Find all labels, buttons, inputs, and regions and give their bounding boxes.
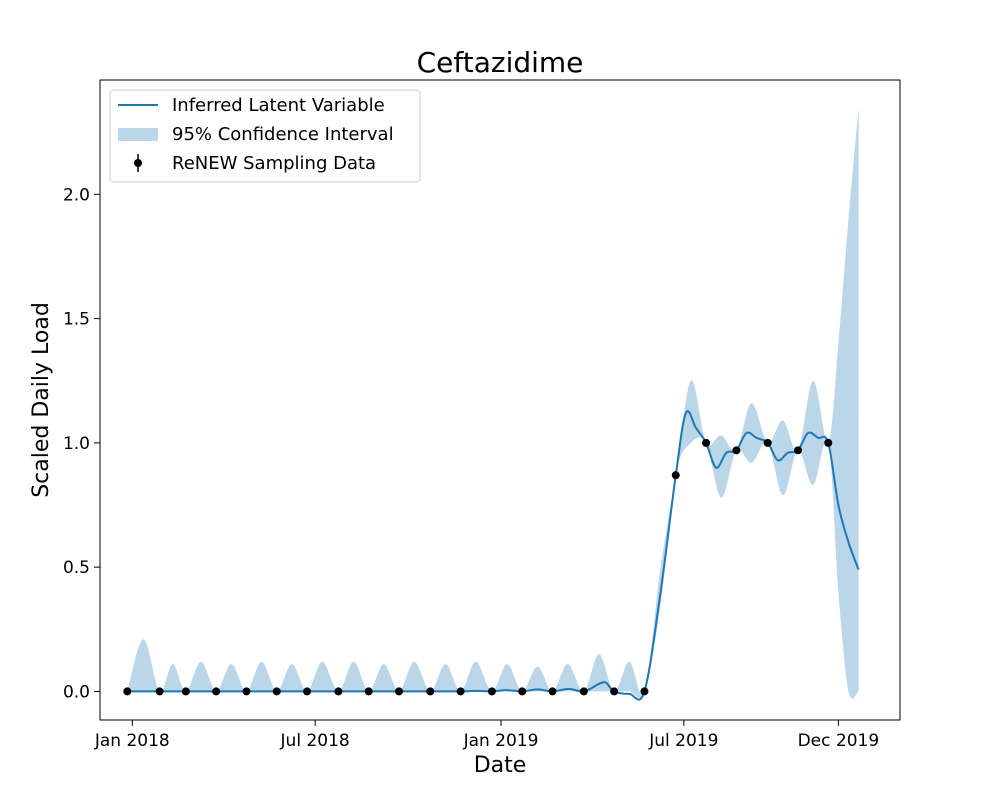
sampling-data-point: [426, 687, 435, 696]
y-axis: 0.0 0.5 1.0 1.5 2.0: [63, 185, 100, 702]
sampling-data-point: [155, 687, 164, 696]
y-tick-label: 1.0: [63, 434, 90, 454]
legend-box: [109, 89, 421, 183]
y-tick-label: 0.5: [63, 558, 90, 578]
legend-point-swatch: [134, 159, 142, 167]
sampling-data-point: [518, 687, 527, 696]
chart-title: Ceftazidime: [417, 46, 584, 79]
legend-entry-label: Inferred Latent Variable: [172, 95, 385, 116]
sampling-data-point: [394, 687, 403, 696]
x-axis-label: Date: [474, 753, 527, 778]
y-tick-label: 2.0: [63, 185, 90, 205]
plot-frame: [99, 79, 901, 721]
legend-entry-label: 95% Confidence Interval: [172, 124, 394, 145]
sampling-data-point: [242, 687, 251, 696]
sampling-data-point: [610, 687, 619, 696]
sampling-data-point: [702, 438, 711, 447]
sampling-data-point: [334, 687, 343, 696]
sampling-points-layer: [123, 438, 833, 696]
y-tick-label: 1.5: [63, 310, 90, 330]
y-tick-label: 0.0: [63, 682, 90, 702]
sampling-data-point: [364, 687, 373, 696]
x-axis: Jan 2018 Jul 2018 Jan 2019 Jul 2019 Dec 2019: [94, 720, 879, 751]
x-tick-label: Jan 2018: [94, 731, 170, 751]
sampling-data-point: [671, 471, 680, 480]
legend: Inferred Latent Variable 95% Confidence I…: [109, 89, 421, 183]
sampling-data-point: [212, 687, 221, 696]
sampling-data-point: [640, 687, 649, 696]
sampling-data-point: [272, 687, 281, 696]
sampling-data-point: [824, 438, 833, 447]
sampling-data-point: [123, 687, 132, 696]
sampling-data-point: [548, 687, 557, 696]
sampling-data-point: [303, 687, 312, 696]
x-tick-label: Jul 2018: [280, 731, 350, 751]
sampling-data-point: [579, 687, 588, 696]
sampling-data-point: [456, 687, 465, 696]
sampling-data-point: [181, 687, 190, 696]
sampling-data-point: [793, 446, 802, 455]
sampling-data-point: [763, 438, 772, 447]
x-tick-label: Dec 2019: [798, 731, 880, 751]
sampling-data-point: [732, 446, 741, 455]
sampling-data-point: [487, 687, 496, 696]
y-axis-label: Scaled Daily Load: [29, 302, 54, 498]
x-tick-label: Jan 2019: [463, 731, 539, 751]
legend-band-swatch: [118, 128, 158, 141]
x-tick-label: Jul 2019: [648, 731, 718, 751]
legend-entry-label: ReNEW Sampling Data: [172, 153, 376, 174]
